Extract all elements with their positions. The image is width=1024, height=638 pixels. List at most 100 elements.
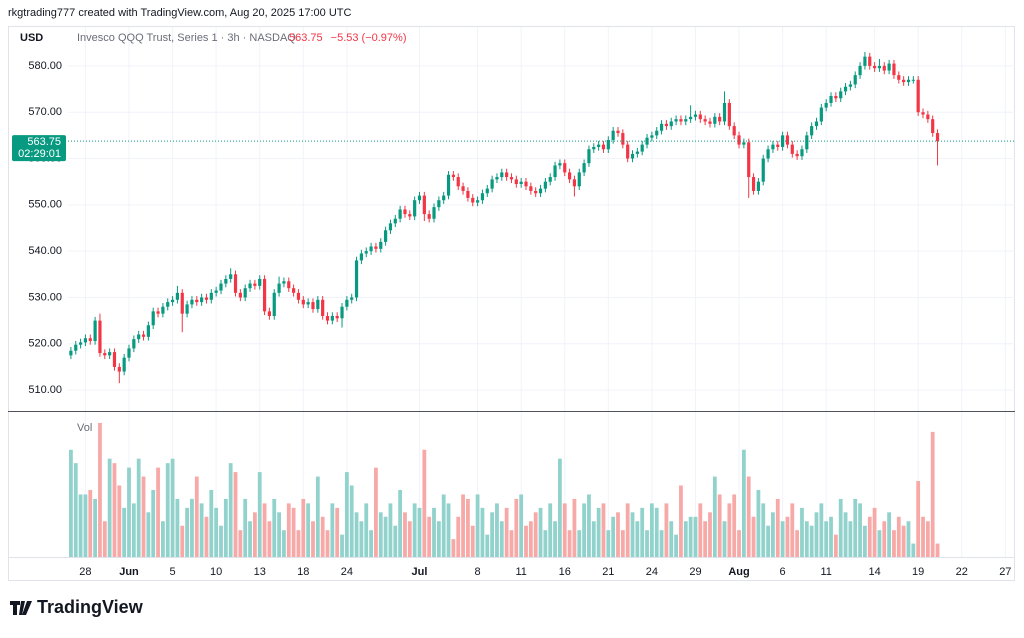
- candle-body: [442, 195, 446, 201]
- volume-bar: [223, 498, 228, 557]
- volume-bar: [466, 498, 470, 557]
- candle-body: [321, 299, 325, 316]
- volume-bar: [383, 516, 388, 557]
- candle-body: [800, 149, 804, 157]
- candle-body: [112, 352, 117, 367]
- candle-body: [616, 130, 620, 134]
- volume-bar: [441, 494, 446, 557]
- symbol: Invesco QQQ Trust, Series 1 · 3h · NASDA…: [77, 32, 296, 44]
- volume-bar: [843, 512, 848, 557]
- candle-body: [170, 299, 175, 303]
- volume-bar: [470, 525, 475, 557]
- candle-body: [316, 299, 320, 310]
- volume-bar: [417, 507, 422, 557]
- candle-body: [229, 274, 233, 279]
- volume-bar: [533, 512, 538, 557]
- candle-body: [151, 311, 155, 326]
- candle-body: [659, 123, 664, 131]
- volume-bar: [107, 458, 112, 557]
- candle-body: [354, 260, 359, 298]
- volume-bar: [654, 507, 659, 557]
- volume-bar: [136, 458, 141, 557]
- volume-bar: [262, 503, 267, 557]
- volume-bar: [625, 503, 630, 557]
- candle-body: [185, 304, 189, 314]
- candle-body: [98, 320, 102, 354]
- candle-body: [776, 144, 780, 147]
- volume-bar: [165, 463, 170, 557]
- volume-bar: [877, 530, 882, 557]
- candle-body: [911, 79, 915, 81]
- volume-bar: [582, 503, 587, 557]
- volume-bar: [73, 463, 78, 557]
- candle-body: [819, 107, 823, 122]
- candle-body: [858, 65, 862, 76]
- candle-body: [340, 306, 344, 319]
- candle-body: [693, 114, 698, 117]
- last-price: 563.75: [289, 32, 323, 44]
- volume-bar: [325, 530, 330, 557]
- volume-bar: [780, 521, 785, 557]
- candle-body: [868, 56, 872, 66]
- volume-bar: [669, 521, 674, 557]
- volume-bar: [403, 512, 407, 557]
- volume-bar: [538, 507, 543, 557]
- y-tick-label: 510.00: [28, 384, 62, 396]
- candle-body: [543, 181, 547, 189]
- candle-body: [761, 158, 765, 182]
- volume-bar: [640, 507, 645, 557]
- volume-bar: [320, 516, 325, 557]
- candle-body: [698, 114, 702, 120]
- candle-body: [572, 179, 577, 187]
- candle-body: [122, 357, 126, 372]
- candle-body: [190, 299, 194, 305]
- candle-body: [529, 186, 533, 191]
- candle-body: [204, 297, 209, 300]
- x-tick-label: Jul: [412, 566, 428, 578]
- candle-body: [480, 193, 485, 201]
- volume-bar: [611, 516, 616, 557]
- candle-body: [166, 302, 170, 307]
- candle-body: [751, 177, 756, 191]
- candle-body: [524, 181, 528, 187]
- candle-body: [597, 144, 601, 147]
- volume-bar: [127, 467, 131, 557]
- candle-body: [262, 278, 267, 312]
- volume-bar: [330, 503, 335, 557]
- candle-body: [606, 140, 610, 150]
- candle-body: [175, 292, 180, 300]
- candle-body: [306, 302, 310, 305]
- volume-bar: [432, 507, 436, 557]
- candle-body: [766, 149, 770, 159]
- candle-body: [921, 112, 925, 115]
- volume-bar: [344, 472, 349, 557]
- candle-body: [587, 149, 591, 164]
- x-tick-label: 21: [602, 566, 614, 578]
- volume-bar: [848, 521, 853, 557]
- candle-body: [456, 177, 460, 187]
- volume-bar: [649, 503, 654, 557]
- volume-bar: [867, 516, 872, 557]
- candle-body: [577, 172, 581, 187]
- volume-bar: [291, 507, 296, 557]
- volume-bar: [170, 458, 175, 557]
- candle-body: [635, 151, 639, 154]
- volume-bar: [286, 503, 291, 557]
- volume-bar: [446, 503, 451, 557]
- volume-bar: [587, 494, 591, 557]
- volume-bar: [98, 422, 102, 557]
- volume-bar: [785, 516, 790, 557]
- candle-body: [393, 218, 397, 224]
- volume-bar: [557, 458, 562, 557]
- candle-body: [238, 292, 242, 298]
- volume-bar: [838, 498, 843, 557]
- volume-bar: [238, 530, 243, 557]
- candle-body: [592, 146, 596, 150]
- x-tick-label: 22: [956, 566, 968, 578]
- volume-bar: [683, 521, 688, 557]
- volume-bar: [228, 463, 233, 557]
- x-tick-label: 16: [559, 566, 571, 578]
- x-tick-label: 27: [999, 566, 1011, 578]
- x-tick-label: 24: [341, 566, 353, 578]
- volume-bar: [407, 521, 412, 557]
